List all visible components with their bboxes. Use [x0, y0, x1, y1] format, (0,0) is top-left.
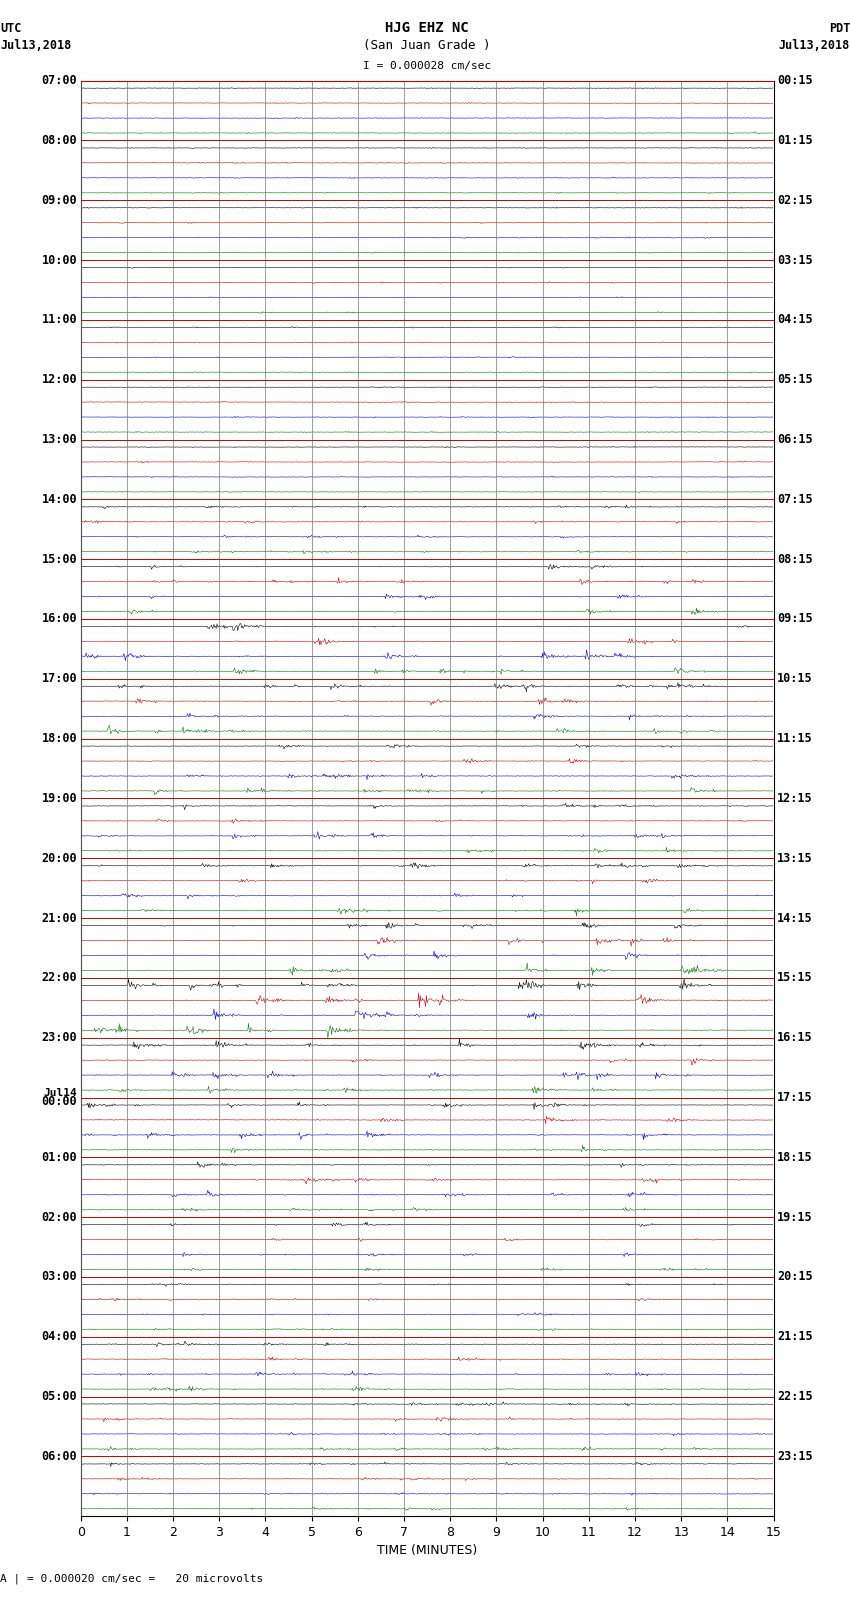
Text: 17:15: 17:15 — [777, 1090, 813, 1103]
Text: Jul13,2018: Jul13,2018 — [0, 39, 71, 52]
Text: 00:00: 00:00 — [42, 1095, 77, 1108]
Text: 23:00: 23:00 — [42, 1031, 77, 1044]
Text: 04:00: 04:00 — [42, 1331, 77, 1344]
Text: 17:00: 17:00 — [42, 673, 77, 686]
Text: I = 0.000028 cm/sec: I = 0.000028 cm/sec — [363, 61, 491, 71]
Text: 09:00: 09:00 — [42, 194, 77, 206]
Text: 13:15: 13:15 — [777, 852, 813, 865]
Text: 06:00: 06:00 — [42, 1450, 77, 1463]
Text: 15:00: 15:00 — [42, 553, 77, 566]
Text: Jul13,2018: Jul13,2018 — [779, 39, 850, 52]
Text: (San Juan Grade ): (San Juan Grade ) — [363, 39, 490, 52]
Text: 12:00: 12:00 — [42, 373, 77, 386]
Text: 05:15: 05:15 — [777, 373, 813, 386]
Text: 19:00: 19:00 — [42, 792, 77, 805]
Text: 03:00: 03:00 — [42, 1271, 77, 1284]
Text: 01:00: 01:00 — [42, 1150, 77, 1165]
Text: 23:15: 23:15 — [777, 1450, 813, 1463]
Text: 02:15: 02:15 — [777, 194, 813, 206]
Text: 12:15: 12:15 — [777, 792, 813, 805]
Text: PDT: PDT — [829, 21, 850, 35]
Text: 22:15: 22:15 — [777, 1390, 813, 1403]
Text: 01:15: 01:15 — [777, 134, 813, 147]
Text: HJG EHZ NC: HJG EHZ NC — [385, 21, 469, 35]
Text: 16:00: 16:00 — [42, 613, 77, 626]
Text: 14:00: 14:00 — [42, 494, 77, 506]
Text: 16:15: 16:15 — [777, 1031, 813, 1044]
Text: 07:00: 07:00 — [42, 74, 77, 87]
Text: 18:15: 18:15 — [777, 1150, 813, 1165]
Text: 21:00: 21:00 — [42, 911, 77, 924]
Text: 21:15: 21:15 — [777, 1331, 813, 1344]
Text: 22:00: 22:00 — [42, 971, 77, 984]
Text: 00:15: 00:15 — [777, 74, 813, 87]
Text: 10:00: 10:00 — [42, 253, 77, 266]
Text: 08:15: 08:15 — [777, 553, 813, 566]
Text: 10:15: 10:15 — [777, 673, 813, 686]
Text: 03:15: 03:15 — [777, 253, 813, 266]
Text: UTC: UTC — [0, 21, 21, 35]
Text: 02:00: 02:00 — [42, 1211, 77, 1224]
Text: 13:00: 13:00 — [42, 432, 77, 447]
Text: 20:00: 20:00 — [42, 852, 77, 865]
Text: 11:00: 11:00 — [42, 313, 77, 326]
Text: 14:15: 14:15 — [777, 911, 813, 924]
Text: 09:15: 09:15 — [777, 613, 813, 626]
Text: A | = 0.000020 cm/sec =   20 microvolts: A | = 0.000020 cm/sec = 20 microvolts — [0, 1574, 264, 1584]
Text: 07:15: 07:15 — [777, 494, 813, 506]
Text: 04:15: 04:15 — [777, 313, 813, 326]
Text: Jul14: Jul14 — [43, 1089, 77, 1098]
Text: 08:00: 08:00 — [42, 134, 77, 147]
Text: 19:15: 19:15 — [777, 1211, 813, 1224]
Text: 18:00: 18:00 — [42, 732, 77, 745]
Text: 20:15: 20:15 — [777, 1271, 813, 1284]
Text: 06:15: 06:15 — [777, 432, 813, 447]
X-axis label: TIME (MINUTES): TIME (MINUTES) — [377, 1545, 477, 1558]
Text: 11:15: 11:15 — [777, 732, 813, 745]
Text: 05:00: 05:00 — [42, 1390, 77, 1403]
Text: 15:15: 15:15 — [777, 971, 813, 984]
